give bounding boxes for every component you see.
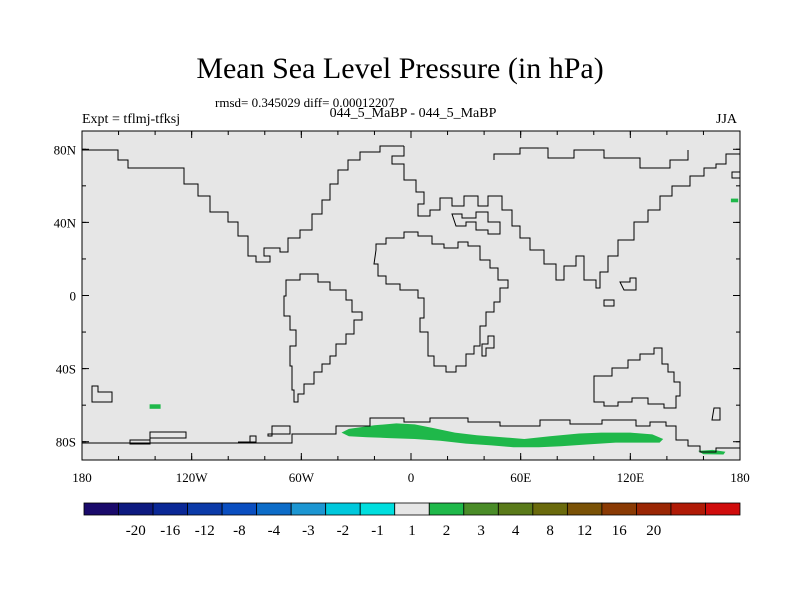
x-axis: 180 120W 60W 0 60E 120E 180 xyxy=(72,131,750,485)
colorbar-label: -4 xyxy=(268,523,281,539)
coastline-americas xyxy=(82,145,404,263)
colorbar-swatch xyxy=(359,502,396,516)
colorbar-label: -3 xyxy=(302,523,315,539)
colorbar-swatch xyxy=(256,502,292,516)
colorbar-label: 2 xyxy=(443,523,451,539)
x-tick-label: 60E xyxy=(510,470,531,485)
x-tick-label: 0 xyxy=(408,470,415,485)
colorbar-swatch xyxy=(532,502,568,516)
colorbar-label: -16 xyxy=(160,523,180,539)
colorbar-swatch xyxy=(497,502,534,516)
colorbar-label: 20 xyxy=(646,523,661,539)
colorbar-swatch xyxy=(636,502,672,516)
season-label: JJA xyxy=(716,112,738,127)
colorbar-swatch xyxy=(705,502,741,516)
colorbar-label: -20 xyxy=(126,523,146,539)
colorbar-swatch xyxy=(566,502,603,516)
colorbar-swatch xyxy=(325,502,361,516)
coastline-africa xyxy=(373,231,509,373)
colorbar-label: 4 xyxy=(512,523,520,539)
chart-title: Mean Sea Level Pressure (in hPa) xyxy=(196,52,604,85)
coastline-madagascar xyxy=(481,335,495,357)
colorbar-label: -8 xyxy=(233,523,246,539)
y-tick-label: 80S xyxy=(56,435,76,450)
anomaly-region-4 xyxy=(730,198,739,203)
map-background xyxy=(82,131,740,460)
colorbar-swatch xyxy=(601,502,637,516)
colorbar-label: -12 xyxy=(195,523,215,539)
coastline-maritime-asia xyxy=(603,277,637,307)
x-tick-label: 60W xyxy=(289,470,315,485)
y-axis: 80N 40N 0 40S 80S xyxy=(54,142,740,450)
y-tick-label: 80N xyxy=(54,142,77,157)
colorbar-label: 16 xyxy=(612,523,628,539)
map-area: 180 120W 60W 0 60E 120E 180 80N 40N 0 40S 80S xyxy=(54,130,750,485)
coastline-antarctic-islands xyxy=(91,385,291,445)
anomaly-region-2 xyxy=(149,404,161,409)
colorbar-swatch xyxy=(394,502,430,516)
colorbar-swatch xyxy=(670,502,706,516)
y-tick-label: 40N xyxy=(54,215,77,230)
coastline-antarctica xyxy=(82,417,740,453)
colorbar-swatch xyxy=(152,502,188,516)
chart-subtitle: 044_5_MaBP - 044_5_MaBP xyxy=(329,106,497,121)
colorbar-swatch xyxy=(83,502,119,516)
colorbar-swatch xyxy=(187,502,223,516)
x-tick-label: 120W xyxy=(176,470,209,485)
colorbar-label: 1 xyxy=(408,523,416,539)
coastline-australia xyxy=(593,347,681,409)
stats-text: rmsd= 0.345029 diff= 0.00012207 xyxy=(215,95,395,110)
y-tick-label: 0 xyxy=(70,289,77,304)
colorbar: -20 -16 -12 -8 -4 -3 -2 -1 1 2 3 4 8 12 16 20 xyxy=(83,502,741,539)
coastlines xyxy=(82,145,740,453)
anomaly-layer xyxy=(149,198,739,455)
anomaly-region-1 xyxy=(341,423,664,448)
colorbar-label: -1 xyxy=(371,523,384,539)
colorbar-swatch xyxy=(428,502,465,516)
colorbar-swatch xyxy=(118,502,154,516)
colorbar-label: -2 xyxy=(337,523,350,539)
x-tick-label: 180 xyxy=(72,470,92,485)
coastline-eurasia xyxy=(391,146,740,289)
coastline-new-zealand xyxy=(711,407,721,421)
colorbar-swatch xyxy=(463,502,499,516)
colorbar-label: 8 xyxy=(546,523,554,539)
coastline-mediterranean-asia xyxy=(451,211,501,235)
coastline-south-america xyxy=(283,273,363,403)
colorbar-swatch xyxy=(221,502,258,516)
colorbar-label: 12 xyxy=(577,523,592,539)
colorbar-label: 3 xyxy=(477,523,485,539)
experiment-label: Expt = tflmj-tfksj xyxy=(82,112,181,127)
y-tick-label: 40S xyxy=(56,362,76,377)
x-tick-label: 120E xyxy=(617,470,645,485)
x-tick-label: 180 xyxy=(730,470,750,485)
colorbar-swatch xyxy=(290,502,327,516)
